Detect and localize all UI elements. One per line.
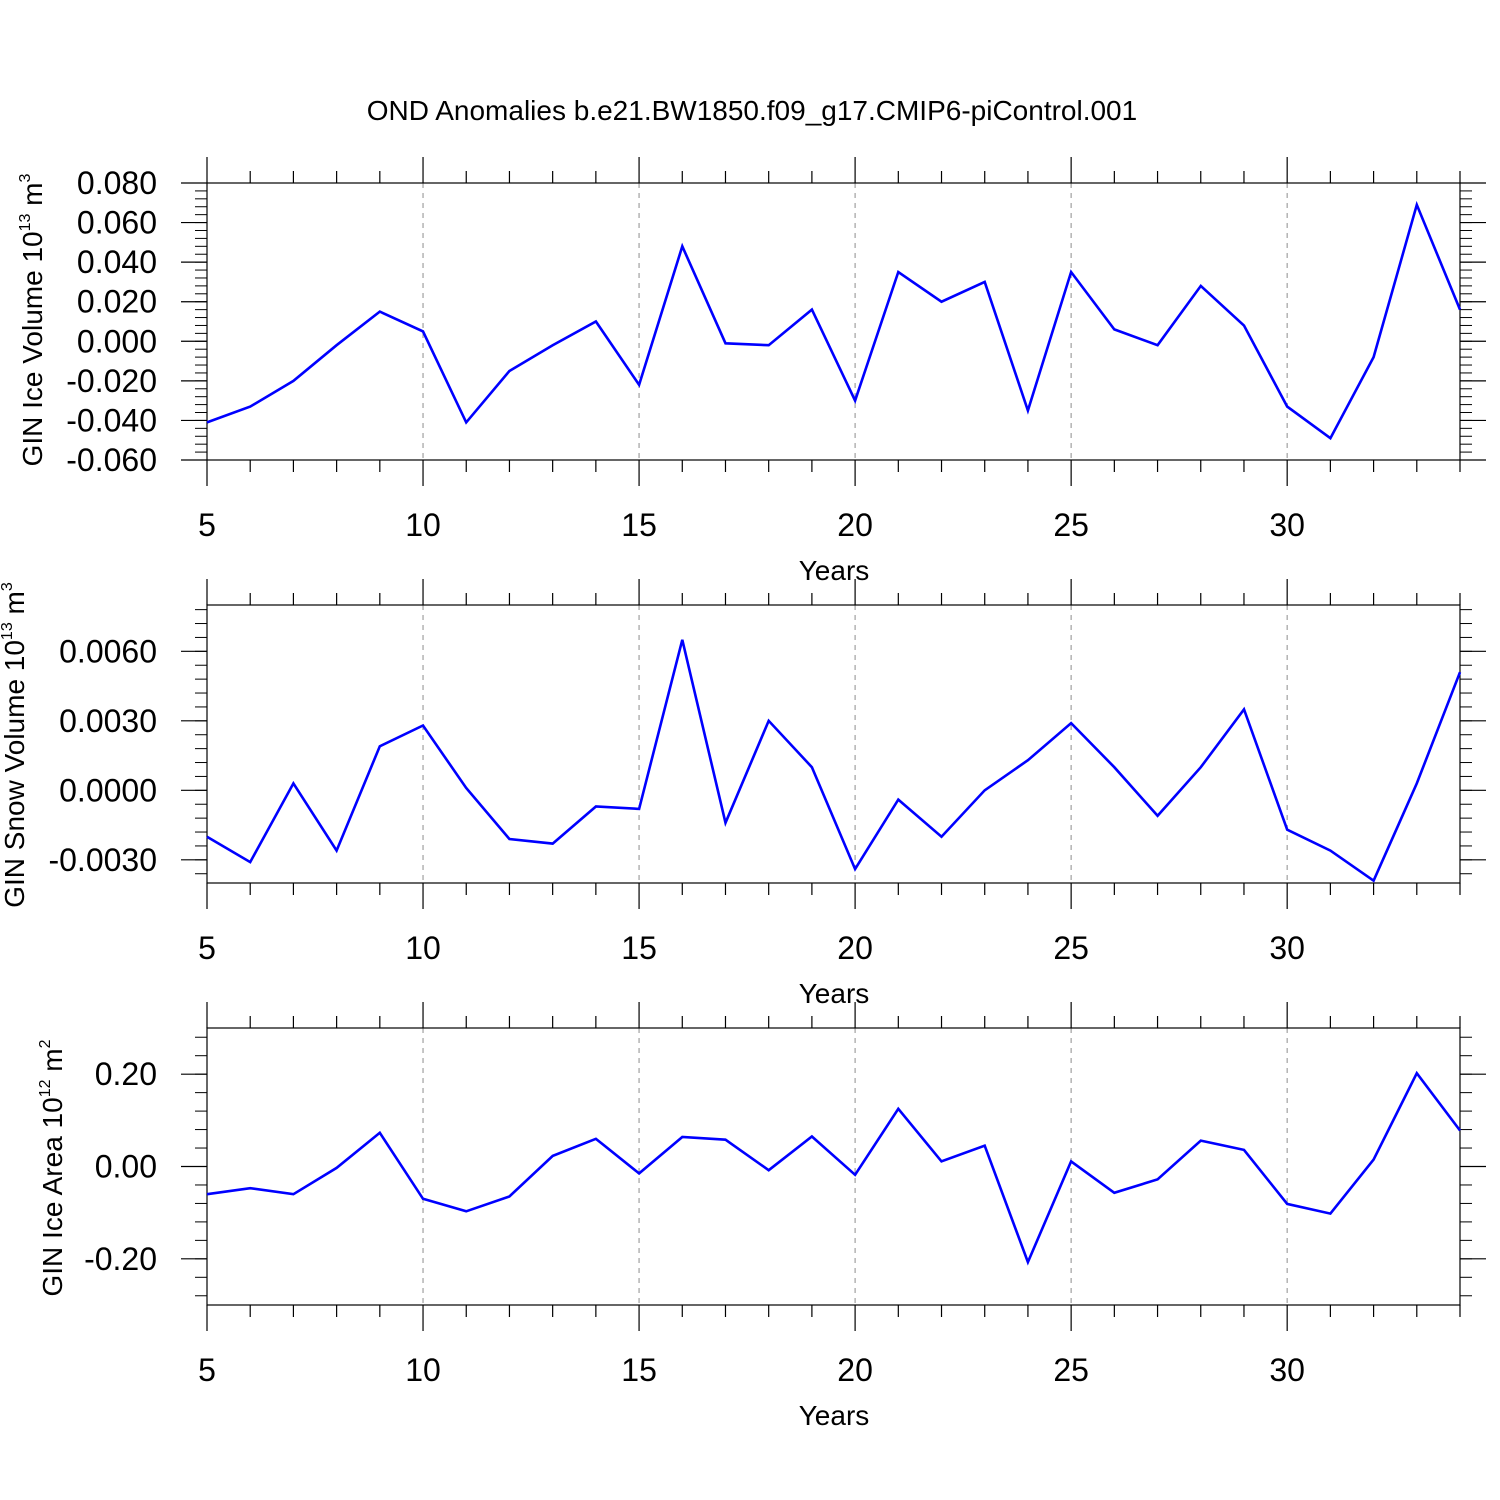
plot-frame xyxy=(206,1027,1461,1306)
x-tick-label: 15 xyxy=(621,1352,657,1388)
x-tick-label: 20 xyxy=(837,507,873,543)
y-tick-label: -0.20 xyxy=(84,1241,157,1277)
x-tick-label: 5 xyxy=(198,507,216,543)
y-axis-label: GIN Snow Volume 1013 m3 xyxy=(0,582,30,908)
figure-title: OND Anomalies b.e21.BW1850.f09_g17.CMIP6… xyxy=(367,95,1137,126)
x-tick-label: 15 xyxy=(621,507,657,543)
y-tick-label: 0.080 xyxy=(77,165,157,201)
x-tick-label: 25 xyxy=(1053,930,1089,966)
panel-3: 5 10 15 20 25 30 Years 0.20 0.00 -0.20 GIN Ice Are… xyxy=(37,1002,1486,1431)
plot-frame xyxy=(206,604,1461,884)
y-tick-label: -0.020 xyxy=(66,363,157,399)
y-tick-label: -0.040 xyxy=(66,402,157,438)
x-axis-label: Years xyxy=(799,555,870,586)
y-tick-label: -0.0030 xyxy=(48,842,157,878)
y-tick-label: 0.20 xyxy=(95,1056,157,1092)
y-tick-label: 0.0030 xyxy=(59,703,157,739)
y-tick-label: 0.020 xyxy=(77,284,157,320)
x-tick-label: 15 xyxy=(621,930,657,966)
x-tick-label: 30 xyxy=(1269,507,1305,543)
x-tick-label: 10 xyxy=(405,930,441,966)
x-tick-label: 20 xyxy=(837,1352,873,1388)
y-tick-label: -0.060 xyxy=(66,442,157,478)
y-tick-label: 0.00 xyxy=(95,1149,157,1185)
series-line xyxy=(206,1070,1462,1266)
x-tick-label: 5 xyxy=(198,930,216,966)
panel-2: 5 10 15 20 25 30 Years 0.0060 0.0030 0.0000 -0.003… xyxy=(0,579,1486,1009)
y-tick-label: 0.060 xyxy=(77,205,157,241)
x-tick-label: 10 xyxy=(405,1352,441,1388)
y-tick-label: 0.0060 xyxy=(59,633,157,669)
x-tick-label: 20 xyxy=(837,930,873,966)
x-axis-label: Years xyxy=(799,978,870,1009)
x-tick-label: 25 xyxy=(1053,507,1089,543)
x-tick-label: 5 xyxy=(198,1352,216,1388)
x-tick-label: 10 xyxy=(405,507,441,543)
y-axis-label: GIN Ice Area 1012 m2 xyxy=(37,1039,68,1296)
series-line xyxy=(206,639,1462,883)
x-tick-label: 30 xyxy=(1269,1352,1305,1388)
y-tick-label: 0.0000 xyxy=(59,772,157,808)
y-axis-label: GIN Ice Volume 1013 m3 xyxy=(17,173,48,466)
x-axis-label: Years xyxy=(799,1400,870,1431)
y-tick-label: 0.000 xyxy=(77,323,157,359)
series-line xyxy=(206,200,1462,441)
x-tick-label: 30 xyxy=(1269,930,1305,966)
plot-frame xyxy=(206,182,1461,461)
x-tick-label: 25 xyxy=(1053,1352,1089,1388)
y-tick-label: 0.040 xyxy=(77,244,157,280)
